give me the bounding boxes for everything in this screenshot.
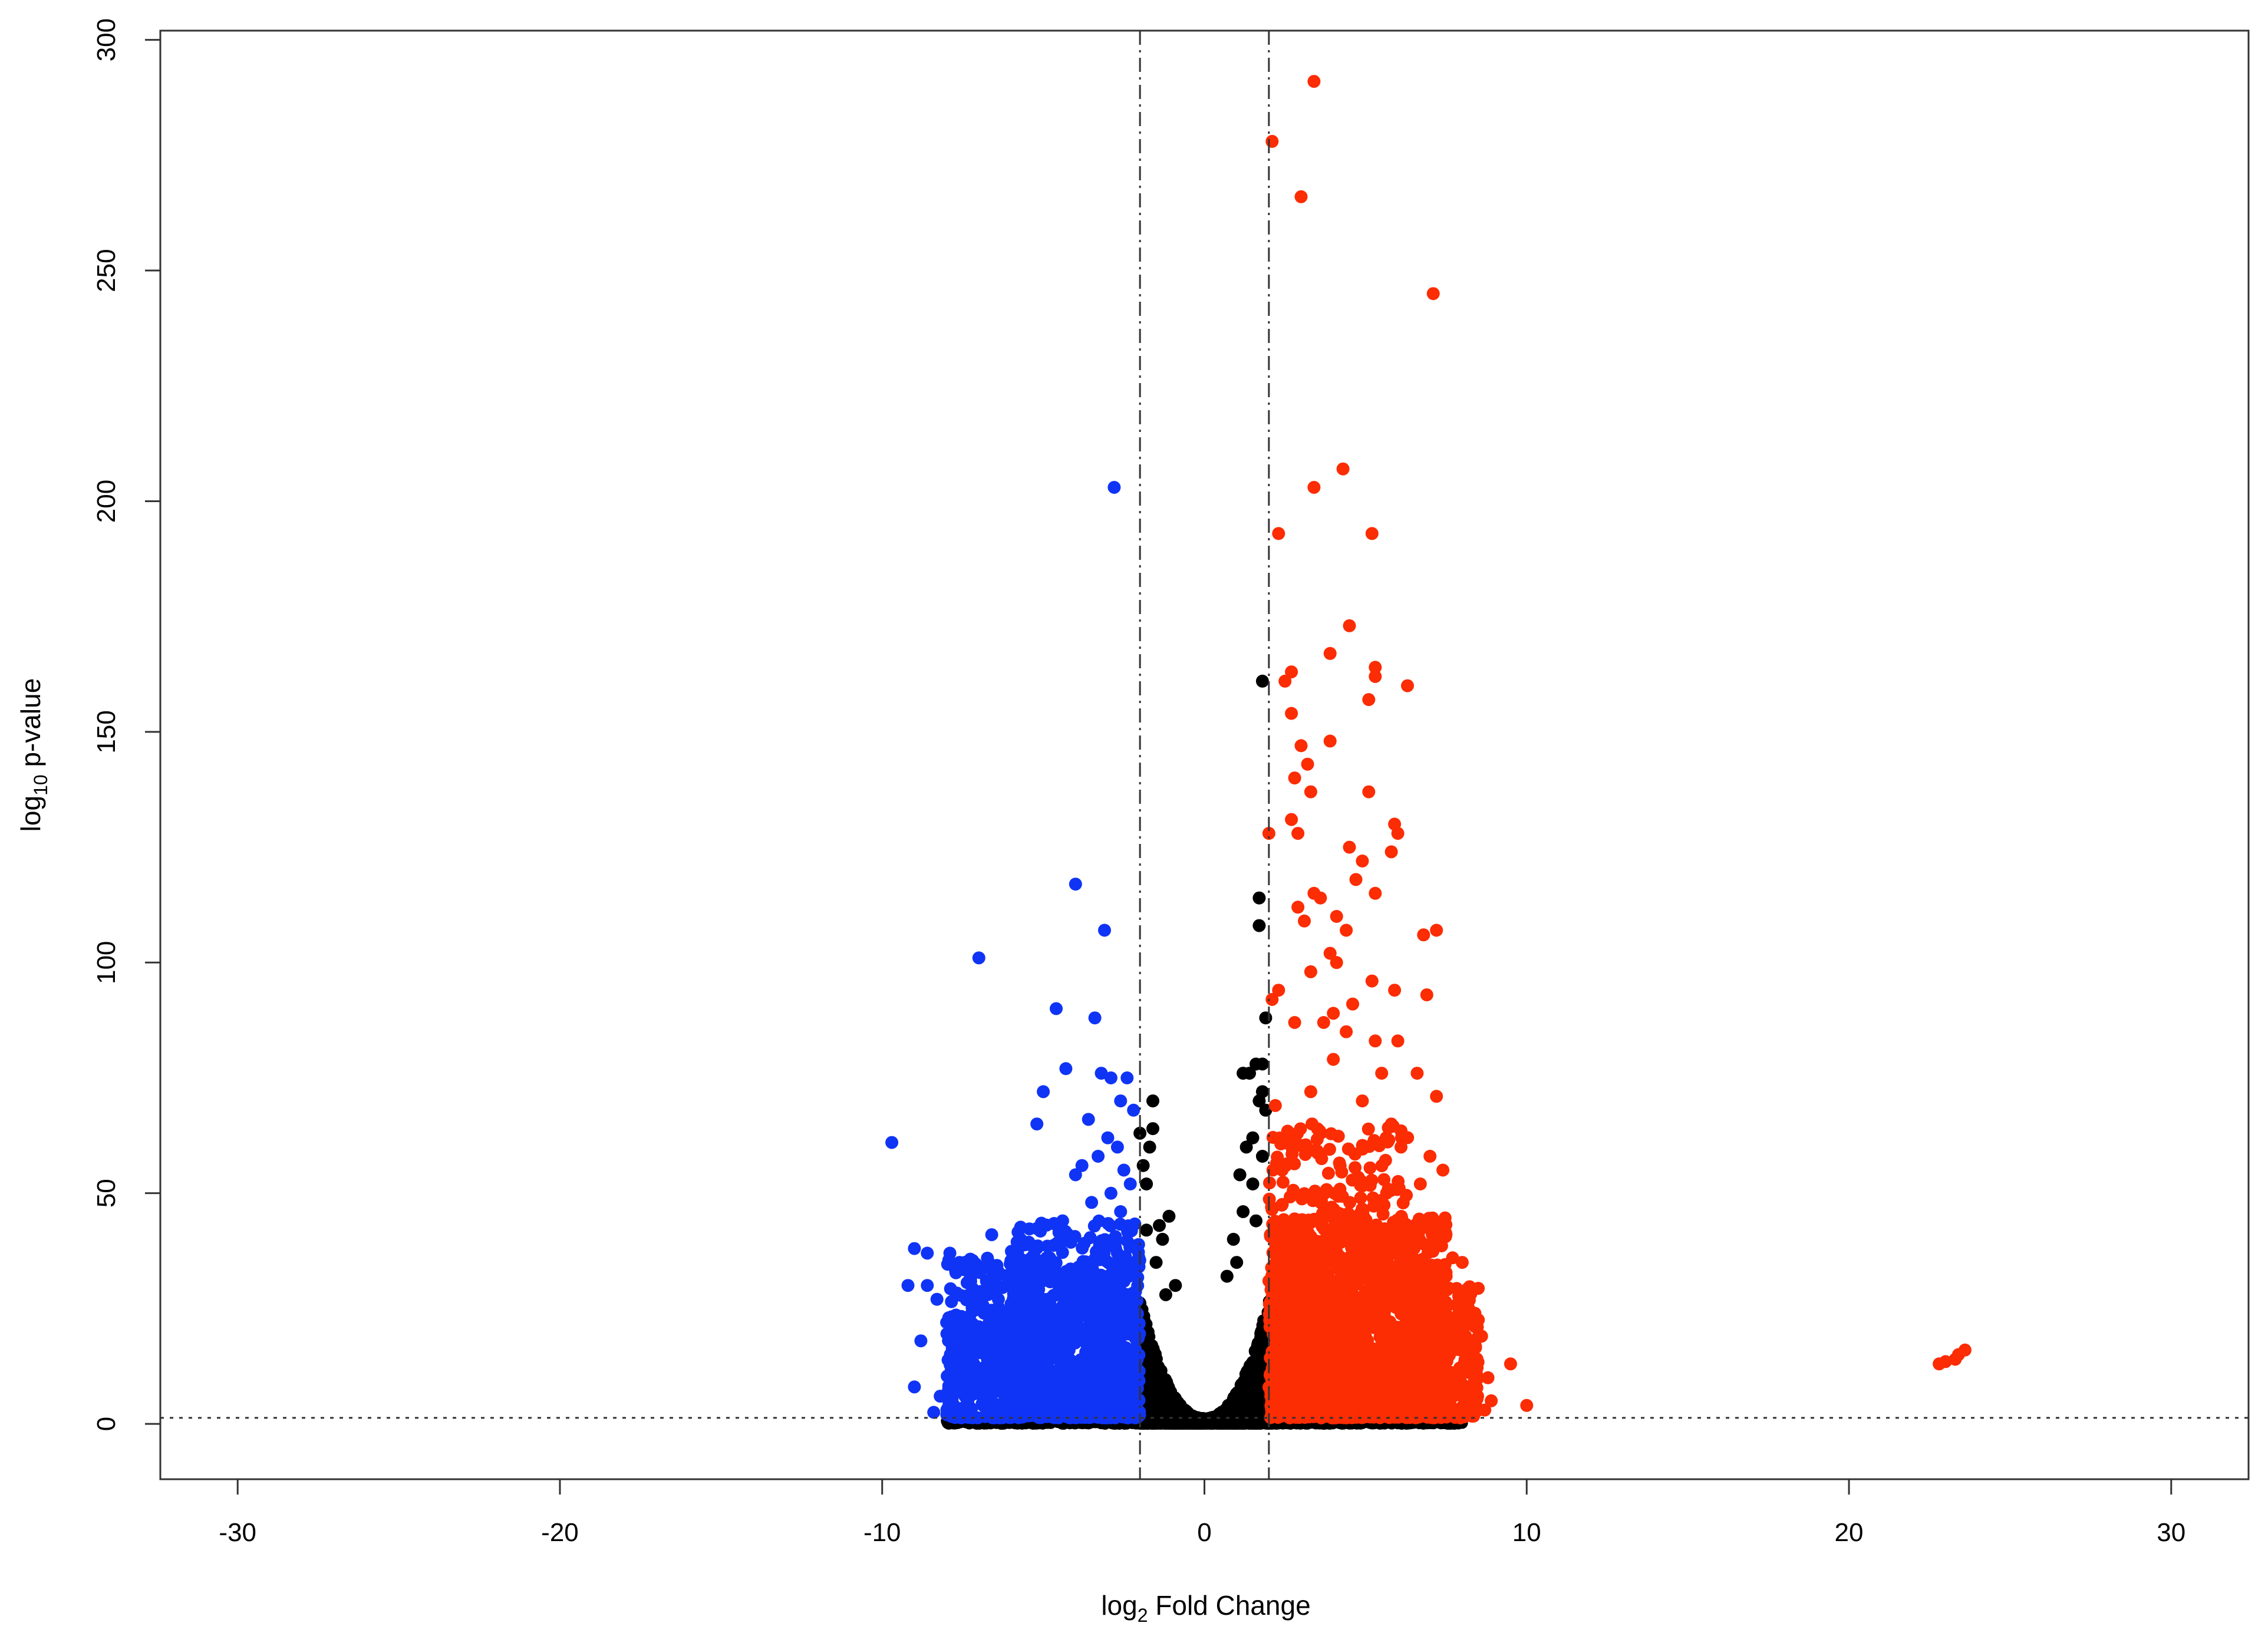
not-significant-point: [1230, 1393, 1242, 1406]
down-point: [944, 1282, 957, 1295]
not-significant-point: [1153, 1378, 1165, 1390]
down-point: [950, 1310, 963, 1324]
not-significant-point: [1238, 1374, 1250, 1387]
not-significant-point: [1259, 1011, 1273, 1025]
not-significant-point: [1255, 674, 1269, 688]
not-significant-point: [1230, 1256, 1244, 1269]
down-point: [977, 1299, 990, 1312]
down-point: [944, 1358, 957, 1372]
not-significant-point: [1140, 1177, 1153, 1190]
down-point: [951, 1384, 964, 1397]
not-significant-point: [1146, 1122, 1159, 1136]
data-points: [885, 75, 1972, 1430]
not-significant-point: [1140, 1223, 1153, 1237]
down-point: [972, 1346, 985, 1360]
not-significant-point: [1150, 1348, 1162, 1360]
not-significant-point: [1156, 1232, 1169, 1246]
not-significant-point: [1252, 891, 1266, 905]
not-significant-point: [1233, 1168, 1247, 1182]
not-significant-point: [1136, 1159, 1150, 1172]
not-significant-point: [1169, 1279, 1182, 1292]
not-significant-point: [1250, 1360, 1262, 1372]
down-point: [980, 1404, 994, 1417]
not-significant-point: [1251, 1344, 1264, 1357]
not-significant-point: [1221, 1406, 1233, 1418]
not-significant-point: [1151, 1395, 1163, 1407]
not-significant-point: [1153, 1219, 1166, 1232]
not-significant-point: [1237, 1205, 1250, 1218]
not-significant-point: [1146, 1094, 1159, 1108]
not-significant-point: [1244, 1413, 1256, 1425]
not-significant-point: [1162, 1209, 1176, 1223]
plot-frame: [159, 29, 2250, 1480]
not-significant-point: [1255, 1150, 1269, 1163]
not-significant-point: [1227, 1232, 1240, 1246]
not-significant-point: [1246, 1177, 1260, 1190]
down-point: [941, 1258, 954, 1271]
not-significant-point: [1240, 1140, 1253, 1154]
down-point: [980, 1362, 993, 1375]
down-point: [987, 1386, 1000, 1399]
not-significant-point: [1250, 1214, 1262, 1228]
not-significant-point: [1155, 1365, 1168, 1377]
not-significant-point: [1220, 1269, 1234, 1283]
not-significant-point: [1233, 1414, 1245, 1426]
not-significant-point: [1184, 1417, 1196, 1430]
not-significant-point: [1143, 1140, 1156, 1154]
down-point: [958, 1371, 971, 1384]
not-significant-point: [1243, 1067, 1256, 1080]
not-significant-point: [1159, 1288, 1172, 1301]
not-significant-point: [1252, 919, 1266, 932]
not-significant-point: [1149, 1256, 1163, 1269]
